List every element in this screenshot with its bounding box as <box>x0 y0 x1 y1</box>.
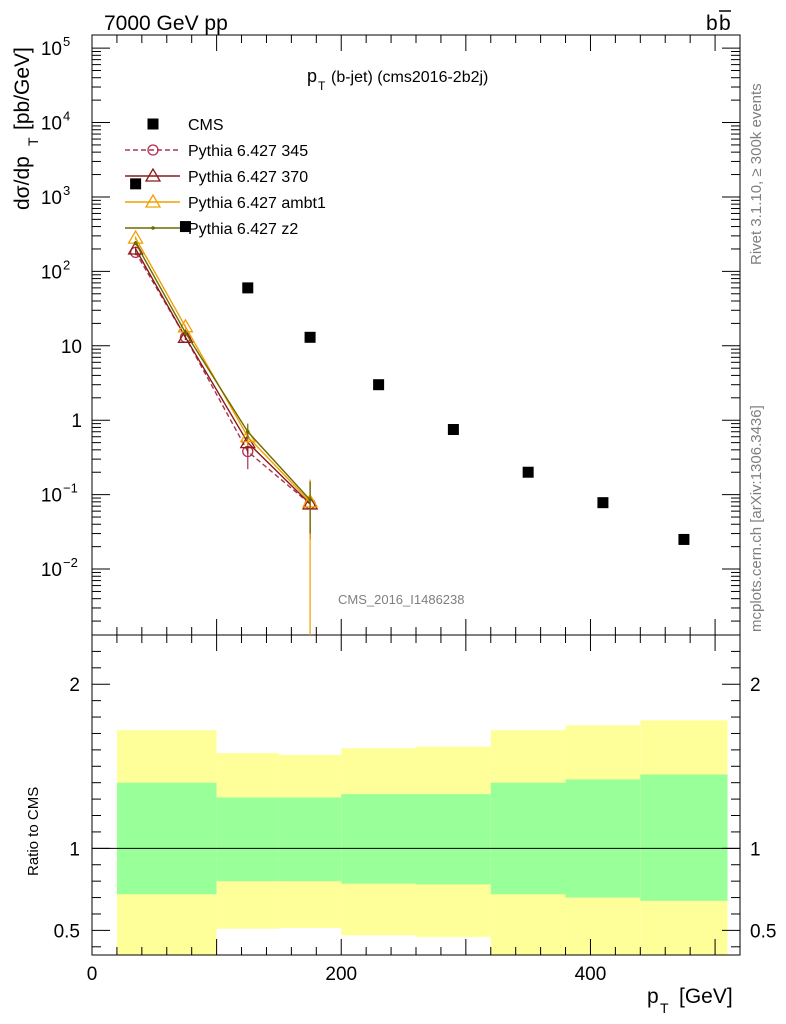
y-axis-label: dσ/dp T [pb/GeV] <box>11 47 41 210</box>
data-point <box>245 429 250 434</box>
y-tick-label-base: 10 <box>41 486 62 507</box>
legend-marker <box>144 167 162 182</box>
y-label-main: dσ/dp <box>11 156 34 210</box>
ratio-band-green-7 <box>640 774 728 901</box>
legend: CMS Pythia 6.427 345 Pythia 6.427 370 Pythi… <box>125 117 326 238</box>
series-layer <box>127 178 690 635</box>
y-label-sub: T <box>25 137 41 146</box>
ratio-tick-label-left: 2 <box>69 675 80 696</box>
ratio-tick-label-right: 2 <box>750 675 761 696</box>
ratio-tick-label-left: 0.5 <box>54 921 80 942</box>
mcplots-label: mcplots.cern.ch [arXiv:1306.3436] <box>748 405 765 632</box>
x-tick-label: 400 <box>575 964 607 985</box>
legend-marker <box>144 193 162 208</box>
series-3 <box>127 229 319 635</box>
series-4 <box>133 241 312 534</box>
legend-label: Pythia 6.427 z2 <box>188 221 298 238</box>
data-point <box>183 330 188 335</box>
plot-title-rest: (b-jet) (cms2016-2b2j) <box>331 69 488 86</box>
series-line-2 <box>135 248 311 505</box>
legend-label: Pythia 6.427 345 <box>188 143 308 160</box>
watermark: CMS_2016_I1486238 <box>338 592 465 607</box>
header-process-b: b <box>706 12 718 35</box>
series-2 <box>127 240 319 540</box>
data-point <box>522 466 534 478</box>
series-line-4 <box>135 242 311 501</box>
ratio-band-green-2 <box>278 797 342 882</box>
y-tick-label-base: 10 <box>41 560 62 581</box>
x-tick-label: 200 <box>325 964 357 985</box>
legend-marker <box>151 226 155 230</box>
data-point <box>242 282 254 294</box>
series-line-1 <box>135 252 311 505</box>
rivet-label: Rivet 3.1.10, ≥ 300k events <box>748 83 765 265</box>
data-point <box>179 221 191 233</box>
ratio-band-green-6 <box>565 779 641 898</box>
ratio-tick-label-right: 0.5 <box>750 921 776 942</box>
legend-label: Pythia 6.427 ambt1 <box>188 195 326 212</box>
legend-label: CMS <box>188 117 224 134</box>
ratio-band-green-1 <box>216 797 279 882</box>
y-tick-label-base: 10 <box>41 114 62 135</box>
y-tick-label-exp: 5 <box>63 34 70 49</box>
y-tick-label-exp: 3 <box>63 183 70 198</box>
data-point <box>373 379 385 391</box>
y-tick-label-base: 10 <box>41 188 62 209</box>
legend-marker <box>147 144 159 156</box>
plot-title: p T (b-jet) (cms2016-2b2j) <box>307 66 488 93</box>
ratio-tick-label-right: 1 <box>750 839 761 860</box>
data-point <box>133 241 138 245</box>
y-tick-label-base: 10 <box>41 262 62 283</box>
ratio-band-green-5 <box>490 782 566 895</box>
ratio-label: Ratio to CMS <box>25 787 42 876</box>
legend-label: Pythia 6.427 370 <box>188 169 308 186</box>
x-label-main: p <box>647 985 659 1008</box>
y-tick-label-base: 10 <box>41 39 62 60</box>
data-point <box>597 497 609 509</box>
data-point <box>130 178 142 190</box>
y-tick-label: 10 <box>61 337 82 358</box>
data-point <box>447 424 459 436</box>
ratio-band-green-0 <box>116 782 217 895</box>
y-label-units: [pb/GeV] <box>11 47 34 130</box>
data-point <box>308 498 312 502</box>
series-line-3 <box>135 237 311 503</box>
y-tick-label-exp: −1 <box>63 481 78 496</box>
x-axis-label: p T [GeV] <box>647 985 733 1016</box>
series-0 <box>130 178 690 545</box>
header-process-bbar: b <box>719 12 731 35</box>
legend-marker <box>147 118 159 130</box>
x-tick-label: 0 <box>87 964 98 985</box>
ratio-band-green-4 <box>416 794 491 885</box>
data-point <box>177 329 194 343</box>
plot-title-main: p <box>307 66 317 86</box>
ratio-band-green-3 <box>341 794 416 884</box>
y-tick-label-exp: −2 <box>63 555 78 570</box>
data-point <box>304 331 316 343</box>
y-tick-label: 1 <box>71 411 82 432</box>
x-label-units: [GeV] <box>679 985 733 1008</box>
plot-title-sub: T <box>318 79 326 93</box>
y-tick-label-exp: 2 <box>63 257 70 272</box>
header-title: 7000 GeV pp <box>104 12 228 35</box>
data-point <box>678 533 690 545</box>
x-label-sub: T <box>660 1000 669 1016</box>
header-process: b b <box>706 10 731 35</box>
ratio-tick-label-left: 1 <box>69 839 80 860</box>
ratio-bands <box>92 720 740 955</box>
y-tick-label-exp: 4 <box>63 109 70 124</box>
